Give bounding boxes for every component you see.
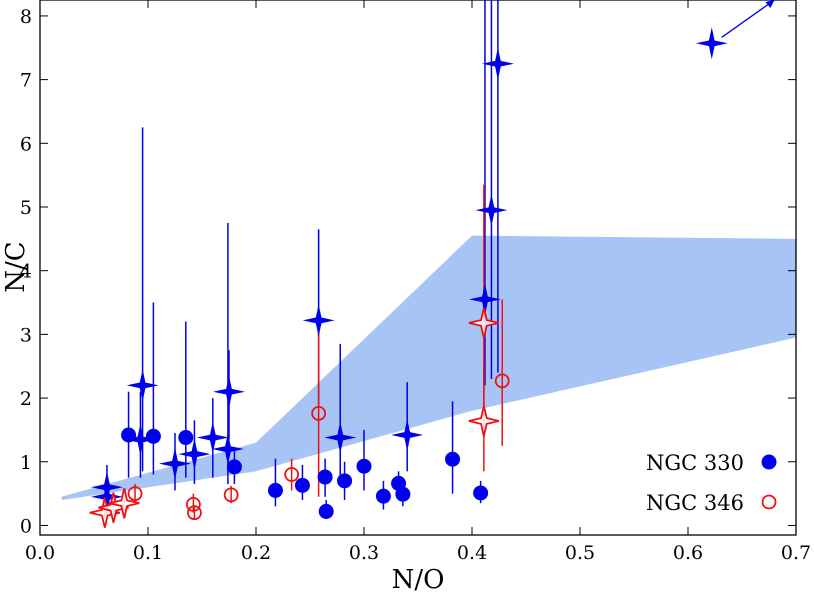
ngc330-circle <box>145 428 161 444</box>
ngc330-star <box>178 438 211 471</box>
ngc330-star <box>391 419 424 452</box>
y-tick-label: 3 <box>20 324 32 346</box>
x-tick-label: 0.0 <box>25 542 55 564</box>
ngc330-star <box>468 283 501 316</box>
legend-marker-ngc330 <box>761 454 777 470</box>
model-band-layer <box>61 235 796 500</box>
plot-frame <box>39 0 797 536</box>
y-tick-label: 8 <box>20 6 32 28</box>
ngc346-circle <box>284 467 300 482</box>
ngc346-star <box>468 405 500 437</box>
x-tick-label: 0.3 <box>349 542 379 564</box>
ngc346-circle <box>494 373 510 389</box>
ngc330-circle <box>267 482 283 498</box>
ngc330-star <box>481 47 514 80</box>
legend-label-ngc330: NGC 330 <box>646 451 744 475</box>
ngc330-circle <box>445 451 461 467</box>
ngc330-star <box>324 421 357 454</box>
ngc330-star <box>695 27 728 60</box>
model-band <box>61 235 796 500</box>
x-tick-label: 0.4 <box>457 542 487 564</box>
ngc330-circle <box>473 485 489 501</box>
ngc330-circle <box>375 488 391 504</box>
y-tick-label: 6 <box>20 133 32 155</box>
y-axis-label: N/C <box>1 241 31 292</box>
ngc346-circle <box>187 505 202 521</box>
ngc346-star <box>109 487 140 519</box>
ngc330-star <box>126 369 159 402</box>
y-tick-label: 1 <box>20 452 32 474</box>
ngc330-circle <box>317 469 333 485</box>
legend-label-ngc346: NGC 346 <box>646 491 744 515</box>
ngc330-star <box>90 480 123 513</box>
ngc346-circle <box>127 486 143 502</box>
ngc330-star <box>475 194 508 227</box>
legend-marker-ngc346 <box>761 494 777 510</box>
ngc330-star <box>211 433 244 466</box>
ngc330-star <box>159 447 191 480</box>
ngc346-circle <box>311 405 327 421</box>
x-tick-label: 0.5 <box>565 542 595 564</box>
y-tick-label: 4 <box>20 261 32 283</box>
y-tick-label: 7 <box>20 70 32 92</box>
ngc330-arrow <box>721 0 775 38</box>
x-tick-label: 0.1 <box>133 542 163 564</box>
ngc330-star <box>124 423 157 456</box>
y-tick-label: 0 <box>20 515 32 537</box>
ngc346-circle <box>223 487 239 503</box>
ngc330-star <box>196 421 229 454</box>
ngc330-circle <box>294 477 310 493</box>
ngc346-star <box>468 307 500 339</box>
y-tick-label: 2 <box>20 388 32 410</box>
ngc330-star <box>302 304 335 337</box>
ngc330-circle <box>395 486 411 502</box>
ngc330-star <box>213 375 245 408</box>
legend: NGC 330 NGC 346 <box>646 451 777 515</box>
x-axis-label: N/O <box>392 565 445 595</box>
ngc346-circle <box>185 497 201 512</box>
ngc330-circle <box>337 473 353 489</box>
marker-layer <box>89 27 728 528</box>
ngc330-arrow-head <box>765 0 775 8</box>
x-tick-label: 0.2 <box>241 542 271 564</box>
tick-layer: 0.0 0.1 0.2 0.3 0.4 0.5 0.6 0.7 0 1 2 3 4 5 6 7 8 <box>20 0 811 564</box>
y-tick-label: 5 <box>20 197 32 219</box>
ngc330-circle <box>356 458 372 474</box>
ngc330-circle <box>318 503 334 519</box>
x-tick-label: 0.6 <box>673 542 703 564</box>
ngc330-circle <box>178 430 194 446</box>
x-tick-label: 0.7 <box>781 542 811 564</box>
ngc330-circle <box>226 459 242 475</box>
